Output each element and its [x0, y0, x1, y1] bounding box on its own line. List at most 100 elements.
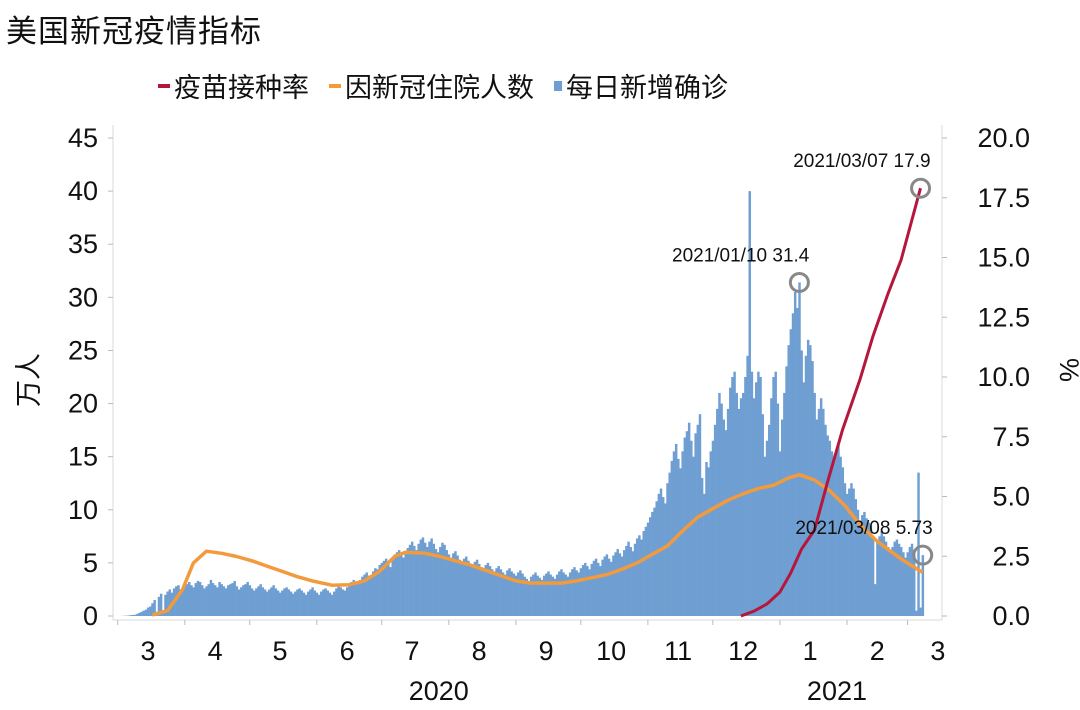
daily-cases-bar: [255, 588, 258, 616]
daily-cases-bar: [465, 556, 468, 616]
daily-cases-bar: [622, 550, 626, 616]
daily-cases-bar: [739, 398, 743, 616]
daily-cases-bar: [858, 520, 862, 616]
daily-cases-bar: [231, 583, 234, 616]
daily-cases-bar: [798, 282, 801, 616]
annotation-label: 2021/03/07 17.9: [793, 151, 930, 172]
daily-cases-bar: [350, 582, 353, 616]
daily-cases-bar: [346, 587, 349, 616]
daily-cases-bar: [259, 584, 262, 616]
daily-cases-bar: [473, 561, 477, 616]
daily-cases-bar: [642, 531, 645, 616]
daily-cases-bar: [605, 554, 609, 616]
daily-cases-bar: [265, 591, 269, 616]
daily-cases-bar: [724, 430, 728, 616]
daily-cases-bar: [384, 558, 388, 616]
daily-cases-bar: [694, 433, 697, 616]
daily-cases-bar: [906, 552, 909, 616]
daily-cases-bar: [765, 440, 769, 616]
daily-cases-bar: [852, 488, 855, 616]
daily-cases-bar: [179, 589, 182, 616]
daily-cases-bar: [904, 557, 907, 616]
daily-cases-bar: [291, 593, 295, 616]
daily-cases-bar: [281, 590, 284, 616]
right-tick-label: 7.5: [992, 422, 1030, 452]
daily-cases-bar: [887, 546, 890, 616]
daily-cases-bar: [843, 483, 847, 616]
daily-cases-bar: [304, 594, 308, 616]
left-tick-label: 5: [83, 548, 98, 578]
daily-cases-bar: [166, 591, 169, 616]
daily-cases-bar: [746, 355, 749, 616]
daily-cases-bar: [452, 553, 455, 616]
daily-cases-bar: [555, 574, 559, 616]
daily-cases-bar: [631, 551, 635, 616]
daily-cases-bar: [644, 526, 648, 616]
daily-cases-bar: [804, 355, 808, 616]
daily-cases-bar: [640, 539, 643, 616]
daily-cases-bar: [755, 382, 758, 616]
daily-cases-bar: [586, 566, 589, 616]
daily-cases-bar: [313, 590, 317, 616]
daily-cases-bar: [129, 615, 133, 616]
daily-cases-bar: [233, 580, 236, 616]
daily-cases-bar: [610, 561, 613, 616]
daily-cases-bar: [261, 587, 265, 616]
daily-cases-bar: [475, 559, 479, 616]
daily-cases-bar: [237, 589, 241, 616]
daily-cases-bar: [566, 576, 570, 616]
daily-cases-bar: [597, 562, 600, 616]
daily-cases-bar: [681, 451, 684, 616]
daily-cases-bar: [434, 549, 438, 616]
daily-cases-bar: [876, 541, 879, 616]
daily-cases-bar: [499, 569, 503, 616]
daily-cases-bar: [268, 589, 271, 616]
daily-cases-bar: [408, 544, 412, 616]
daily-cases-bar: [802, 382, 806, 616]
daily-cases-bar: [774, 371, 777, 616]
daily-cases-bar: [778, 451, 782, 616]
daily-cases-bar: [661, 497, 665, 616]
x-tick-label: 10: [596, 636, 626, 666]
daily-cases-bar: [800, 350, 803, 616]
daily-cases-bar: [612, 555, 615, 616]
daily-cases-bar: [664, 503, 667, 616]
daily-cases-bar: [813, 392, 816, 616]
daily-cases-bar: [789, 329, 793, 616]
daily-cases-bar: [462, 558, 466, 616]
daily-cases-bar: [417, 543, 420, 616]
daily-cases-bar: [549, 574, 552, 616]
daily-cases-bar: [460, 562, 464, 616]
daily-cases-bar: [635, 538, 639, 616]
x-tick-label: 11: [664, 636, 692, 666]
daily-cases-bar: [151, 603, 154, 616]
daily-cases-bar: [436, 552, 440, 616]
daily-cases-bar: [603, 556, 606, 616]
right-axis-title: %: [1054, 358, 1080, 382]
daily-cases-bar: [761, 414, 764, 616]
daily-cases-bar: [285, 587, 288, 616]
daily-cases-bar: [882, 536, 886, 616]
x-tick-label: 5: [272, 636, 287, 666]
legend: 疫苗接种率 因新冠住院人数 每日新增确诊: [158, 66, 728, 105]
chart-title: 美国新冠疫情指标: [6, 14, 262, 50]
daily-cases-bar: [447, 554, 451, 616]
daily-cases-bar: [404, 551, 407, 616]
daily-cases-bar: [339, 587, 342, 616]
daily-cases-bar: [239, 587, 243, 616]
daily-cases-bar: [616, 549, 619, 616]
legend-label: 疫苗接种率: [174, 73, 309, 104]
daily-cases-bar: [449, 557, 453, 616]
daily-cases-bar: [506, 570, 509, 616]
daily-cases-bar: [679, 468, 682, 616]
daily-cases-bar: [203, 588, 206, 616]
daily-cases-bar: [573, 567, 576, 616]
daily-cases-bar: [830, 451, 834, 616]
daily-cases-bar: [919, 607, 922, 616]
daily-cases-bar: [320, 591, 323, 616]
daily-cases-bar: [322, 589, 325, 616]
daily-cases-bar: [558, 571, 561, 616]
daily-cases-bar: [222, 586, 226, 616]
daily-cases-bar: [666, 483, 669, 616]
daily-cases-bar: [897, 543, 901, 616]
